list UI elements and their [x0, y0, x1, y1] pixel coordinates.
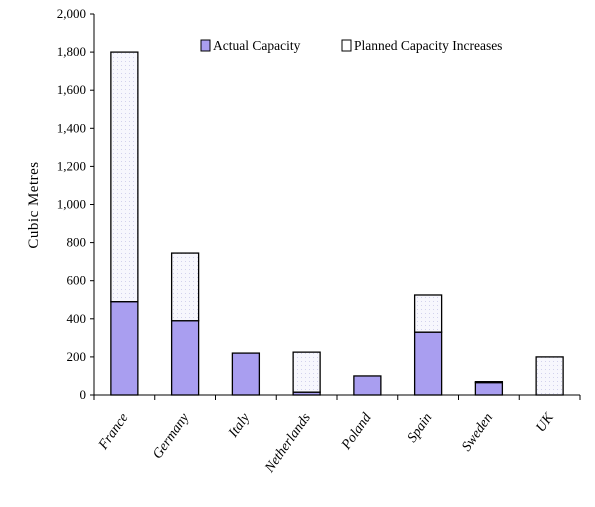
bar-planned-germany: [170, 252, 200, 322]
bar-actual-spain: [413, 331, 443, 396]
legend-label-actual: Actual Capacity: [213, 38, 301, 53]
x-tick-label-spain: Spain: [405, 411, 436, 446]
y-tick-label: 1,400: [57, 120, 86, 135]
x-tick-label-netherlands: Netherlands: [262, 410, 314, 476]
y-tick-label: 1,000: [57, 197, 86, 212]
bar-actual-italy: [231, 352, 261, 396]
bar-planned-spain: [413, 294, 443, 333]
bar-planned-sweden: [474, 381, 504, 384]
bar-planned-netherlands: [292, 351, 321, 393]
bar-actual-poland: [353, 375, 382, 396]
y-tick-label: 800: [67, 235, 87, 250]
y-tick-label: 600: [67, 273, 87, 288]
y-tick-label: 2,000: [57, 6, 86, 21]
legend-swatch-actual: [200, 39, 211, 52]
plot-area: 0 200 400 600 800 1,000 1,200 1,400 1,600 1,800 2,…: [57, 6, 581, 476]
legend-label-planned: Planned Capacity Increases: [354, 38, 502, 53]
y-axis-title: Cubic Metres: [26, 161, 42, 248]
y-tick-label: 1,800: [57, 44, 86, 59]
x-tick-label-poland: Poland: [339, 410, 376, 453]
y-tick-label: 1,600: [57, 82, 86, 97]
y-tick-label: 0: [80, 387, 87, 402]
bar-planned-uk: [535, 356, 564, 396]
x-tick-label-germany: Germany: [150, 410, 193, 462]
y-tick-label: 400: [67, 311, 87, 326]
bar-planned-france: [110, 51, 139, 303]
legend-swatch-planned: [341, 39, 352, 52]
bar-actual-germany: [170, 320, 200, 396]
bar-actual-sweden: [474, 381, 504, 396]
y-tick-label: 200: [67, 349, 87, 364]
bar-actual-france: [110, 301, 139, 396]
x-tick-label-france: France: [96, 411, 132, 454]
x-tick-label-sweden: Sweden: [459, 411, 496, 455]
x-tick-label-uk: UK: [533, 410, 557, 435]
x-tick-label-italy: Italy: [226, 410, 254, 441]
y-tick-label: 1,200: [57, 158, 86, 173]
legend: Actual Capacity Planned Capacity Increase…: [200, 38, 502, 53]
